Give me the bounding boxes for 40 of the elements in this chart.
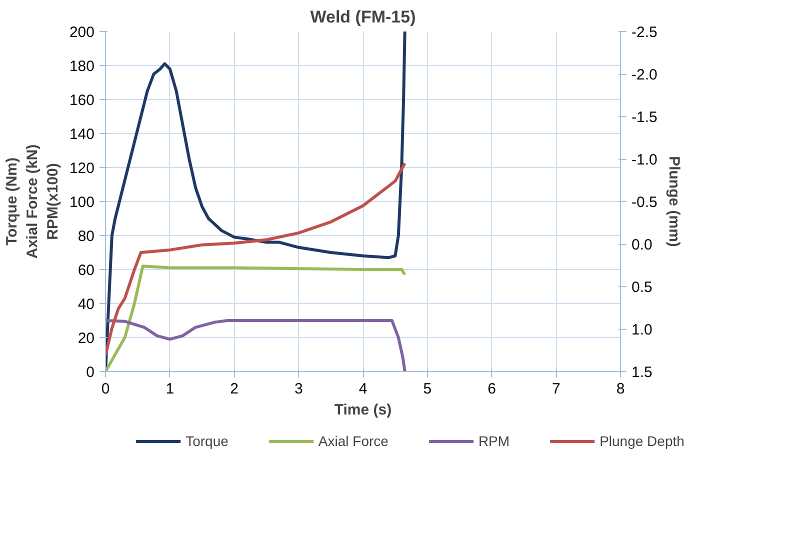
y2-tick-label: 1.0 — [632, 322, 652, 338]
y-tick-label: 160 — [69, 92, 95, 109]
x-tick-label: 3 — [294, 380, 303, 398]
chart-title: Weld (FM-15) — [310, 8, 416, 26]
y-tick-label: 80 — [78, 228, 95, 245]
x-tick-label: 0 — [101, 380, 110, 398]
y2-tick-label: -2.0 — [632, 66, 658, 84]
x-tick-label: 6 — [488, 380, 496, 398]
legend-label: Torque — [186, 433, 228, 449]
x-tick-label: 4 — [358, 380, 368, 398]
x-axis-title: Time (s) — [334, 402, 392, 418]
y2-tick-label: -2.5 — [632, 24, 658, 41]
x-tick-label: 2 — [230, 380, 238, 398]
x-tick-label: 1 — [166, 380, 174, 398]
x-tick-label: 5 — [423, 380, 432, 398]
y-tick-label: 40 — [78, 296, 95, 313]
y-tick-label: 60 — [78, 262, 95, 279]
y2-tick-label: -1.5 — [632, 109, 658, 126]
line-series — [106, 319, 406, 372]
y-axis-title: Torque (Nm) Axial Force (kN) RPM(x100) — [4, 144, 62, 259]
line-series — [106, 264, 406, 372]
y2-tick-label: -1.0 — [632, 152, 658, 168]
y-tick-label: 0 — [86, 364, 94, 381]
y2-tick-label: 0.5 — [632, 279, 652, 296]
legend-label: Plunge Depth — [600, 433, 684, 449]
legend-label: Axial Force — [318, 433, 388, 449]
y-tick-label: 140 — [69, 126, 95, 143]
x-tick-label: 8 — [616, 380, 625, 398]
y-tick-label: 120 — [69, 160, 95, 177]
y-tick-label: 200 — [69, 24, 95, 41]
y2-axis-title: Plunge (mm) — [665, 156, 682, 247]
y-tick-label: 180 — [69, 58, 95, 75]
line-series — [106, 162, 406, 357]
legend-label: RPM — [478, 433, 510, 449]
x-tick-label: 7 — [552, 380, 560, 398]
y2-tick-label: 1.5 — [632, 364, 652, 381]
y2-tick-label: -0.5 — [632, 194, 658, 211]
y-tick-label: 20 — [78, 330, 95, 347]
y2-tick-label: 0.0 — [632, 236, 652, 254]
y-tick-label: 100 — [69, 194, 95, 211]
